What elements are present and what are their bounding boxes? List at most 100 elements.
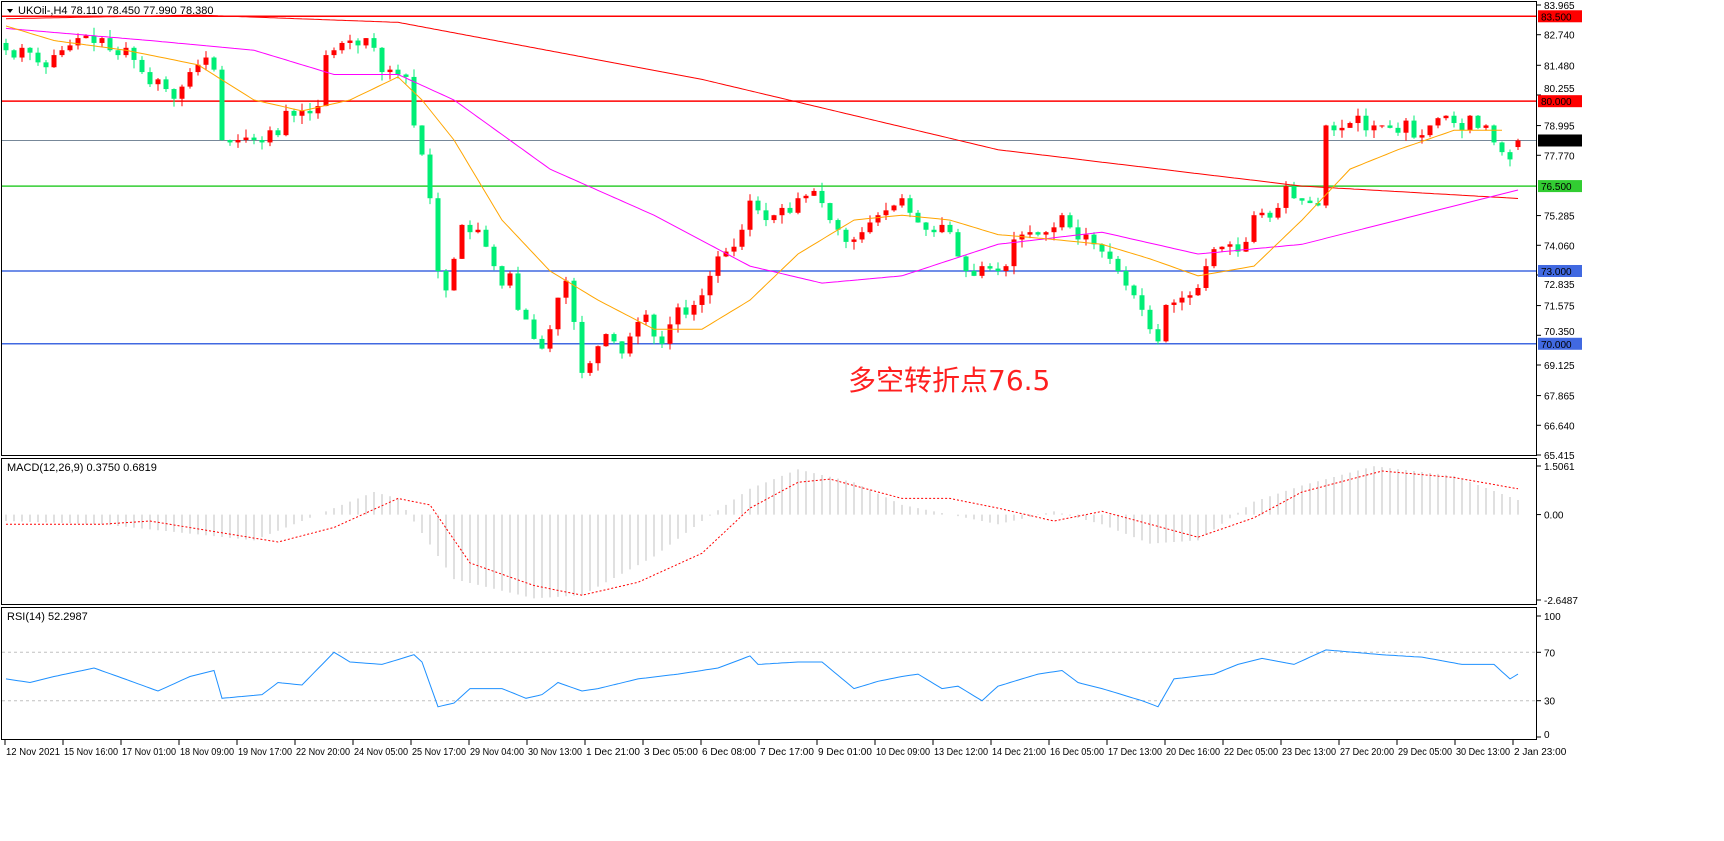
candle-body xyxy=(987,266,993,269)
candle-body xyxy=(243,137,249,140)
rsi-label: RSI(14) 52.2987 xyxy=(7,611,88,623)
ma-fast-line xyxy=(5,25,1502,330)
macd-tick-label: 1.5061 xyxy=(1544,462,1575,473)
candle-body xyxy=(1195,287,1201,296)
price-tick-label: 80.255 xyxy=(1544,84,1575,95)
candle xyxy=(707,271,713,304)
candle xyxy=(1011,231,1017,275)
price-tick-label: 66.640 xyxy=(1544,421,1575,432)
candle-body xyxy=(515,273,521,310)
candle xyxy=(395,64,401,79)
candle xyxy=(667,316,673,350)
candle xyxy=(475,222,481,234)
candle xyxy=(1075,219,1081,245)
macd-tick-label: 0.00 xyxy=(1544,511,1564,522)
macd-panel[interactable]: 1.5061 0.00 -2.6487 xyxy=(5,462,1578,607)
candle-body xyxy=(323,55,329,107)
candle-body xyxy=(507,273,513,286)
dropdown-triangle-icon[interactable] xyxy=(7,9,13,13)
candle xyxy=(659,330,665,349)
price-tick-label: 72.835 xyxy=(1544,280,1575,291)
candle xyxy=(1443,115,1449,121)
candle xyxy=(1371,120,1377,139)
candle xyxy=(1187,291,1193,306)
candle xyxy=(1331,121,1337,136)
candle-body xyxy=(195,64,201,73)
candle-body xyxy=(75,38,81,46)
candle-body xyxy=(595,346,601,364)
candle-body xyxy=(1323,125,1329,206)
candle xyxy=(1427,125,1433,138)
candle xyxy=(587,360,593,376)
candle xyxy=(1499,141,1505,156)
candle-body xyxy=(1043,232,1049,235)
candle-body xyxy=(187,72,193,87)
candle-body xyxy=(1243,241,1249,252)
annotation-text: 多空转折点76.5 xyxy=(848,364,1050,397)
price-tick-label: 67.865 xyxy=(1544,392,1575,403)
candle xyxy=(731,238,737,257)
candle-body xyxy=(1451,115,1457,124)
time-tick-label: 20 Dec 16:00 xyxy=(1166,747,1220,758)
candle-body xyxy=(283,110,289,136)
price-tick-label: 78.995 xyxy=(1544,122,1575,133)
candle-body xyxy=(739,229,745,247)
price-tick-label: 82.740 xyxy=(1544,31,1575,42)
candle xyxy=(219,65,225,141)
macd-signal-line xyxy=(6,470,1519,596)
candle-body xyxy=(411,76,417,126)
level-price-tag xyxy=(1538,10,1582,23)
candle xyxy=(603,333,609,347)
level-price-label: 73.000 xyxy=(1541,267,1572,278)
candle-body xyxy=(11,50,17,58)
candle xyxy=(523,308,529,320)
candle xyxy=(595,345,601,371)
candle-body xyxy=(155,79,161,85)
candle xyxy=(643,310,649,326)
candle-body xyxy=(715,256,721,276)
candle xyxy=(443,269,449,298)
candle xyxy=(531,314,537,340)
candle-body xyxy=(435,198,441,271)
candle-body xyxy=(963,256,969,271)
candle xyxy=(1507,149,1513,167)
candle xyxy=(555,297,561,336)
candle xyxy=(187,68,193,89)
candle-body xyxy=(691,304,697,315)
candle-body xyxy=(1315,203,1321,206)
candle-body xyxy=(1395,127,1401,133)
candle xyxy=(771,214,777,224)
candle xyxy=(1139,288,1145,317)
time-tick-label: 30 Nov 13:00 xyxy=(528,747,582,758)
candle xyxy=(1123,266,1129,291)
candle-body xyxy=(1067,215,1073,228)
candle xyxy=(947,221,953,235)
rsi-panel[interactable]: 100 70 30 0 xyxy=(2,612,1561,741)
symbol-header[interactable]: UKOil-,H4 78.110 78.450 77.990 78.380 xyxy=(7,5,214,17)
candle-body xyxy=(27,47,33,53)
level-price-tag xyxy=(1538,134,1582,147)
candle-body xyxy=(291,110,297,116)
candle-body xyxy=(451,258,457,291)
candle-body xyxy=(211,57,217,70)
time-tick-label: 17 Nov 01:00 xyxy=(122,747,176,758)
candle-body xyxy=(1123,270,1129,286)
candle xyxy=(627,332,633,357)
candle-body xyxy=(419,125,425,155)
candle xyxy=(1307,196,1313,204)
candle xyxy=(163,76,169,93)
time-tick-label: 25 Nov 17:00 xyxy=(412,747,466,758)
candle xyxy=(1315,197,1321,207)
time-axis: 12 Nov 2021 15 Nov 16:00 17 Nov 01:00 18 No… xyxy=(4,740,1567,758)
candle xyxy=(611,332,617,344)
candle xyxy=(1219,246,1225,253)
candle-body xyxy=(83,35,89,39)
candle-body xyxy=(99,38,105,43)
price-panel[interactable]: 83.965 82.740 81.480 80.255 78.995 77.770 75.2… xyxy=(2,1,1582,462)
candle xyxy=(843,227,849,249)
candle xyxy=(1179,291,1185,311)
candle xyxy=(763,202,769,227)
candle-body xyxy=(1179,297,1185,303)
candle-body xyxy=(1251,215,1257,242)
